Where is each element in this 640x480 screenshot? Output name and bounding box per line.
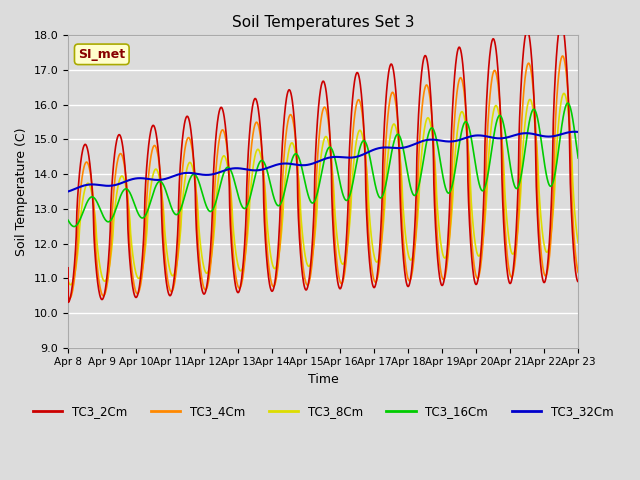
X-axis label: Time: Time: [308, 373, 339, 386]
Text: SI_met: SI_met: [78, 48, 125, 61]
Legend: TC3_2Cm, TC3_4Cm, TC3_8Cm, TC3_16Cm, TC3_32Cm: TC3_2Cm, TC3_4Cm, TC3_8Cm, TC3_16Cm, TC3…: [28, 400, 618, 423]
Title: Soil Temperatures Set 3: Soil Temperatures Set 3: [232, 15, 414, 30]
Y-axis label: Soil Temperature (C): Soil Temperature (C): [15, 127, 28, 256]
